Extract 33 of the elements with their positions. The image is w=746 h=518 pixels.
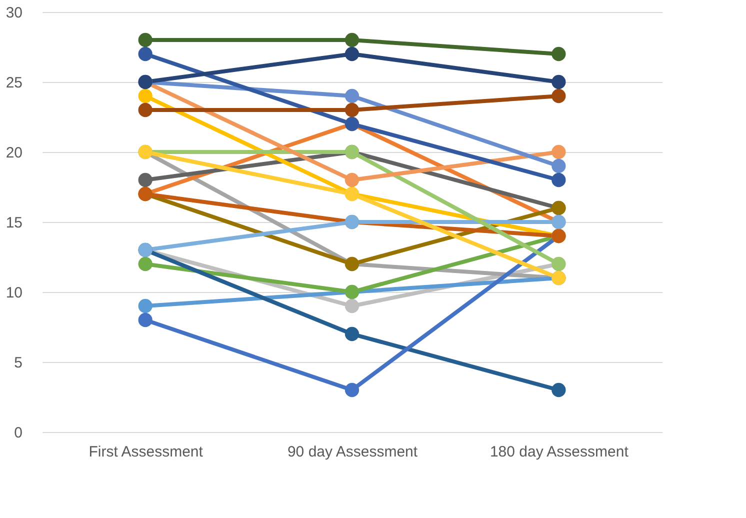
point bbox=[552, 144, 566, 160]
point bbox=[344, 298, 360, 314]
point bbox=[138, 88, 152, 104]
y-tick-label: 10 bbox=[6, 284, 22, 302]
y-tick-label: 30 bbox=[6, 4, 22, 22]
point bbox=[138, 172, 152, 188]
point bbox=[138, 32, 152, 48]
point bbox=[138, 46, 152, 62]
y-tick-label: 15 bbox=[6, 214, 22, 232]
point bbox=[344, 382, 360, 398]
point bbox=[552, 382, 566, 398]
point bbox=[552, 88, 566, 104]
x-tick-label: 90 day Assessment bbox=[287, 444, 418, 460]
y-tick-label: 0 bbox=[14, 424, 22, 442]
point bbox=[138, 102, 152, 118]
point bbox=[552, 158, 566, 174]
point bbox=[344, 88, 360, 104]
point bbox=[552, 172, 566, 188]
x-tick-label: 180 day Assessment bbox=[490, 444, 630, 460]
point bbox=[552, 74, 566, 90]
point bbox=[344, 32, 360, 48]
point bbox=[344, 326, 360, 342]
y-tick-label: 25 bbox=[6, 74, 22, 92]
y-tick-label: 20 bbox=[6, 144, 22, 162]
point bbox=[138, 298, 152, 314]
point bbox=[138, 312, 152, 328]
point bbox=[344, 46, 360, 62]
point bbox=[344, 102, 360, 118]
y-tick-label: 5 bbox=[14, 354, 22, 372]
x-tick-label: First Assessment bbox=[88, 444, 204, 460]
point bbox=[138, 256, 152, 272]
point bbox=[344, 172, 360, 188]
point bbox=[552, 46, 566, 62]
